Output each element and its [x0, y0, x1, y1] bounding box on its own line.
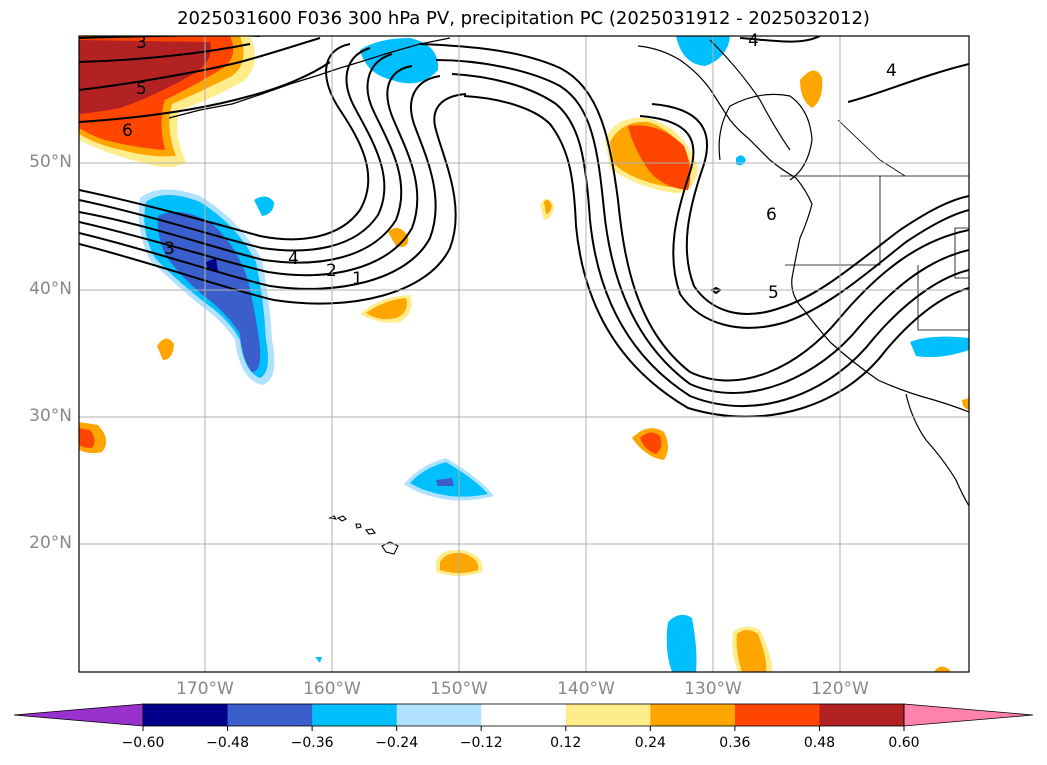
- colorbar-box: [227, 704, 313, 726]
- political-boundaries: [780, 119, 969, 331]
- contour-label: 2: [326, 261, 337, 281]
- colorbar-extend-low: [13, 703, 144, 727]
- colorbar-boxes: [143, 704, 905, 726]
- contour-label: 5: [136, 79, 147, 99]
- map-plot-area: [79, 36, 969, 672]
- lon-label-130w: 130°W: [684, 679, 742, 699]
- contour-label: 1: [352, 269, 363, 289]
- lat-label-30n: 30°N: [29, 406, 72, 426]
- colorbar-tick-label: −0.24: [375, 735, 419, 751]
- graticule: [79, 36, 969, 672]
- lon-label-160w: 160°W: [303, 679, 361, 699]
- contour-label: 4: [748, 31, 759, 51]
- colorbar-box: [143, 704, 229, 726]
- contour-label: 5: [768, 283, 779, 303]
- colorbar-tick-label: −0.12: [459, 735, 503, 751]
- lon-label-170w: 170°W: [176, 679, 234, 699]
- map-frame: [78, 35, 970, 673]
- colorbar-tick-label: 0.36: [719, 735, 751, 751]
- colorbar-tick-label: −0.48: [206, 735, 249, 751]
- coastlines: [168, 37, 969, 507]
- colorbar-box: [396, 704, 482, 726]
- contour-label: 6: [766, 205, 777, 225]
- contour-label: 3: [164, 239, 175, 259]
- colorbar-tick-label: 0.48: [803, 735, 836, 751]
- lon-label-140w: 140°W: [557, 679, 615, 699]
- colorbar-tick-label: −0.60: [121, 735, 165, 751]
- colorbar-box: [734, 704, 820, 726]
- lat-label-40n: 40°N: [29, 279, 72, 299]
- colorbar-tick-label: 0.60: [888, 735, 920, 751]
- contour-label: 4: [886, 61, 897, 81]
- lon-label-120w: 120°W: [811, 679, 869, 699]
- lon-label-150w: 150°W: [430, 679, 488, 699]
- colorbar-box: [481, 704, 567, 726]
- contour-label: 4: [288, 249, 299, 269]
- colorbar-box: [819, 704, 905, 726]
- lat-label-20n: 20°N: [29, 533, 72, 553]
- colorbar-box: [650, 704, 736, 726]
- colorbar-box: [312, 704, 398, 726]
- lat-label-50n: 50°N: [29, 152, 72, 172]
- colorbar-tick-label: −0.36: [290, 735, 334, 751]
- pv-contours: [79, 36, 969, 418]
- colorbar-tick-label: 0.12: [550, 735, 582, 751]
- map-title: 2025031600 F036 300 hPa PV, precipitatio…: [177, 8, 870, 29]
- colorbar-extend-high: [903, 703, 1034, 727]
- contour-label: 6: [122, 121, 133, 141]
- colorbar-tick-label: 0.24: [634, 735, 666, 751]
- contour-label: 3: [136, 33, 147, 53]
- colorbar-box: [565, 704, 651, 726]
- colorbar: [13, 703, 1034, 731]
